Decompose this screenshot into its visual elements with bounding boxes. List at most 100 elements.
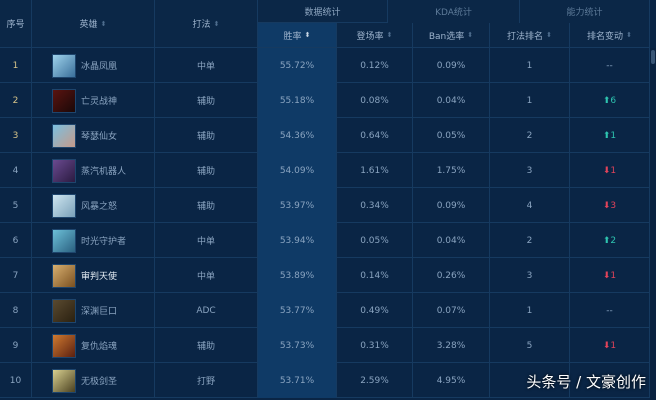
table-row[interactable]: 10 无极剑圣 打野 53.71% 2.59% 4.95% [0,363,650,398]
cell-ban: 0.04% [413,223,490,258]
pick-value: 2.59% [360,375,389,386]
cell-hero[interactable]: 冰晶凤凰 [32,48,155,83]
win-value: 55.18% [279,95,315,106]
table-row[interactable]: 4 蒸汽机器人 辅助 54.09% 1.61% 1.75% 3 ⬇ 1 [0,153,650,188]
header-ban-rate[interactable]: Ban选率 ⬍ [413,23,490,48]
rank-value: 1 [526,95,533,106]
arrow-up-icon: ⬆ [602,130,611,141]
cell-rank: 5 [490,328,570,363]
cell-ban: 0.09% [413,48,490,83]
hero-avatar[interactable] [52,368,76,393]
cell-win: 53.71% [258,363,337,398]
cell-role: 辅助 [155,153,258,188]
index-value: 8 [12,305,19,316]
cell-win: 53.89% [258,258,337,293]
cell-role: 辅助 [155,118,258,153]
cell-win: 53.97% [258,188,337,223]
hero-value: 蒸汽机器人 [81,167,127,177]
header-win-rate[interactable]: 胜率 ⬍ [258,23,337,48]
cell-hero[interactable]: 复仇焰魂 [32,328,155,363]
tab-ability-stats[interactable]: 能力统计 [520,0,650,23]
change-value: 1 [610,165,617,176]
hero-avatar[interactable] [52,158,76,183]
cell-ban: 1.75% [413,153,490,188]
sort-icon: ⬍ [626,31,632,39]
table-row[interactable]: 6 时光守护者 中单 53.94% 0.05% 0.04% 2 ⬆ 2 [0,223,650,258]
header-pick-rate[interactable]: 登场率 ⬍ [337,23,413,48]
index-value: 4 [12,165,19,176]
hero-avatar[interactable] [52,333,76,358]
cell-ban: 0.09% [413,188,490,223]
change-value: -- [606,305,613,316]
cell-hero[interactable]: 无极剑圣 [32,363,155,398]
win-value: 53.97% [279,200,315,211]
cell-index: 1 [0,48,32,83]
hero-avatar[interactable] [52,263,76,288]
header-rank-change[interactable]: 排名变动 ⬍ [570,23,650,48]
sort-desc-icon: ⬍ [304,31,311,39]
role-value: 中单 [196,237,215,247]
pick-value: 0.34% [360,200,389,211]
cell-hero[interactable]: 审判天使 [32,258,155,293]
rank-value: 2 [526,235,533,246]
table-row[interactable]: 3 琴瑟仙女 辅助 54.36% 0.64% 0.05% 2 ⬆ 1 [0,118,650,153]
win-value: 53.71% [279,375,315,386]
change-value: -- [606,60,613,71]
rank-value: 3 [526,270,533,281]
change-value: 2 [610,235,617,246]
change-value: 1 [610,130,617,141]
tab-label: KDA统计 [435,8,472,18]
cell-change: ⬆ 2 [570,223,650,258]
table-row[interactable]: 8 深渊巨口 ADC 53.77% 0.49% 0.07% 1 -- [0,293,650,328]
header-role[interactable]: 打法 ⬍ [155,0,258,48]
cell-ban: 3.28% [413,328,490,363]
cell-rank: 2 [490,118,570,153]
sort-icon: ⬍ [213,19,220,28]
cell-hero[interactable]: 时光守护者 [32,223,155,258]
sort-icon: ⬍ [467,31,474,39]
ban-value: 0.04% [436,95,466,106]
cell-hero[interactable]: 蒸汽机器人 [32,153,155,188]
hero-avatar[interactable] [52,193,76,218]
cell-ban: 0.05% [413,118,490,153]
table-row[interactable]: 1 冰晶凤凰 中单 55.72% 0.12% 0.09% 1 -- [0,48,650,83]
scrollbar-thumb[interactable] [651,50,655,64]
hero-avatar[interactable] [52,298,76,323]
sort-icon: ⬍ [546,31,552,39]
index-value: 7 [12,270,19,281]
header-role-rank[interactable]: 打法排名 ⬍ [490,23,570,48]
cell-role: 中单 [155,223,258,258]
role-value: 辅助 [196,202,215,212]
hero-avatar[interactable] [52,228,76,253]
cell-win: 53.77% [258,293,337,328]
index-value: 2 [12,95,19,106]
table-row[interactable]: 9 复仇焰魂 辅助 53.73% 0.31% 3.28% 5 ⬇ 1 [0,328,650,363]
pick-value: 1.61% [360,165,389,176]
cell-hero[interactable]: 亡灵战神 [32,83,155,118]
hero-value: 风暴之怒 [81,202,118,212]
cell-index: 5 [0,188,32,223]
header-hero[interactable]: 英雄 ⬍ [32,0,155,48]
win-value: 53.77% [279,305,315,316]
tab-data-stats[interactable]: 数据统计 [258,0,388,23]
arrow-down-icon: ⬇ [602,165,611,176]
table-row[interactable]: 7 审判天使 中单 53.89% 0.14% 0.26% 3 ⬇ 1 [0,258,650,293]
role-value: 辅助 [196,97,215,107]
hero-avatar[interactable] [52,53,76,78]
cell-hero[interactable]: 琴瑟仙女 [32,118,155,153]
table-row[interactable]: 2 亡灵战神 辅助 55.18% 0.08% 0.04% 1 ⬆ 6 [0,83,650,118]
hero-avatar[interactable] [52,88,76,113]
hero-value: 审判天使 [81,272,118,282]
table-row[interactable]: 5 风暴之怒 辅助 53.97% 0.34% 0.09% 4 ⬇ 3 [0,188,650,223]
tab-kda-stats[interactable]: KDA统计 [388,0,520,23]
cell-win: 55.72% [258,48,337,83]
cell-win: 53.94% [258,223,337,258]
arrow-down-icon: ⬇ [602,270,611,281]
hero-avatar[interactable] [52,123,76,148]
cell-rank: 4 [490,188,570,223]
scrollbar[interactable] [650,48,656,400]
cell-hero[interactable]: 风暴之怒 [32,188,155,223]
pick-value: 0.31% [360,340,389,351]
cell-hero[interactable]: 深渊巨口 [32,293,155,328]
header-role-label: 打法 [192,20,211,30]
